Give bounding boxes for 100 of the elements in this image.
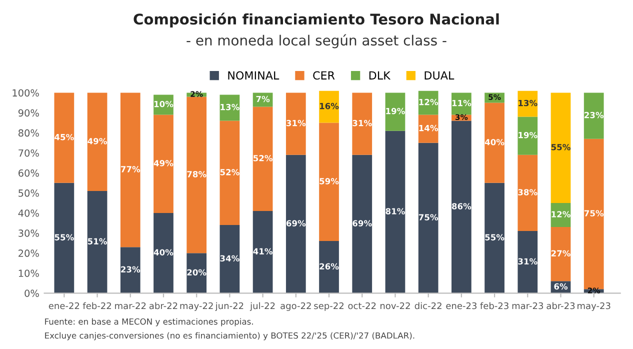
bar — [220, 94, 240, 121]
bar — [220, 120, 240, 226]
bar — [550, 92, 571, 203]
data-label: 55% — [551, 144, 570, 150]
data-label: 19% — [386, 108, 405, 114]
data-label: 81% — [386, 208, 405, 214]
bar — [352, 92, 372, 155]
y-tick-label: 20% — [18, 250, 39, 257]
bar — [484, 92, 504, 103]
bar — [319, 241, 339, 294]
bar — [120, 247, 140, 294]
data-label: 52% — [220, 169, 240, 176]
data-label: 69% — [352, 220, 372, 226]
x-tick-label: dic-22 — [414, 302, 442, 310]
bar — [319, 122, 339, 242]
data-label: 51% — [88, 238, 107, 244]
legend-label: CER — [313, 71, 335, 80]
x-tick-label: mar-23 — [512, 302, 544, 310]
x-tick-label: feb-23 — [480, 302, 508, 310]
y-tick-label: 30% — [18, 230, 39, 237]
data-label: 40% — [154, 249, 174, 256]
data-label: 14% — [419, 124, 438, 132]
legend-label: DLK — [369, 71, 391, 80]
y-tick-label: 100% — [12, 89, 39, 97]
data-label: 12% — [552, 211, 570, 218]
bar — [518, 231, 538, 294]
legend-label: DUAL — [424, 71, 454, 80]
y-tick-label: 10% — [18, 270, 39, 277]
x-tick-label: ago-22 — [280, 302, 311, 311]
data-label: 55% — [54, 234, 74, 240]
bar — [385, 130, 406, 294]
x-tick-label: feb-22 — [82, 302, 111, 310]
bar — [518, 116, 538, 155]
data-label: 45% — [54, 134, 74, 140]
y-tick-label: 70% — [18, 149, 39, 157]
x-tick-label: abr-23 — [546, 302, 575, 310]
bar — [154, 94, 174, 115]
x-tick-label: jul-22 — [250, 302, 275, 311]
data-label: 59% — [320, 178, 339, 184]
data-label: 31% — [518, 258, 538, 265]
x-tick-label: oct-22 — [348, 302, 376, 310]
x-tick-label: nov-22 — [380, 302, 410, 310]
data-label: 86% — [452, 203, 472, 210]
data-label: 6% — [554, 283, 568, 290]
y-tick-label: 50% — [18, 189, 39, 197]
bar — [252, 106, 273, 211]
data-label: 16% — [320, 102, 339, 110]
data-label: 12% — [419, 98, 438, 106]
y-tick-label: 40% — [18, 209, 39, 217]
data-label: 31% — [352, 120, 372, 126]
bar — [518, 154, 538, 232]
data-label: 34% — [220, 255, 240, 262]
bar — [385, 92, 406, 131]
bar — [452, 120, 472, 294]
bar — [418, 114, 438, 143]
x-tick-label: mar-22 — [115, 302, 146, 310]
x-tick-label: abr-22 — [149, 302, 178, 310]
x-tick-label: jun-22 — [215, 302, 244, 311]
bar — [584, 92, 604, 139]
x-tick-label: ene-22 — [48, 302, 80, 310]
bar — [452, 92, 472, 115]
bar — [286, 92, 306, 155]
data-label: 26% — [320, 263, 339, 270]
data-label: 38% — [518, 189, 538, 196]
bar — [319, 90, 339, 123]
bar — [252, 92, 273, 107]
bar — [186, 253, 207, 294]
y-tick-label: 0% — [24, 290, 39, 297]
bar — [252, 210, 273, 294]
x-tick-label: sep-22 — [314, 302, 344, 311]
x-tick-label: ene-23 — [446, 302, 476, 310]
x-tick-label: may-23 — [578, 302, 610, 311]
data-label: 31% — [286, 120, 306, 126]
data-label: 78% — [187, 171, 206, 178]
data-label: 75% — [584, 210, 604, 216]
data-label: 55% — [485, 234, 504, 240]
bar — [286, 154, 306, 294]
bar — [186, 96, 207, 254]
text: Excluye canjes-conversiones (no es financiamiento) y BOTES 22/'25 (CER)/'27 (BADLAR). — [45, 332, 414, 340]
bar — [484, 102, 504, 183]
data-label: 75% — [418, 214, 438, 220]
data-label: 10% — [154, 100, 174, 108]
bar — [584, 138, 604, 290]
data-label: 20% — [187, 269, 206, 276]
bar — [418, 90, 438, 115]
bar — [352, 154, 372, 294]
bar — [418, 142, 438, 294]
data-label: 19% — [518, 132, 538, 138]
bar — [220, 225, 240, 294]
data-label: 69% — [286, 220, 306, 226]
source-note: Fuente: en base a MECON y estimaciones propias. — [45, 318, 253, 326]
bar — [154, 114, 174, 213]
bar — [550, 227, 571, 282]
bar — [87, 190, 108, 294]
y-tick-label: 90% — [18, 109, 39, 117]
bar — [54, 182, 74, 294]
data-label: 23% — [584, 112, 604, 118]
bar — [54, 92, 74, 183]
y-tick-label: 80% — [18, 129, 39, 137]
chart-title: Composición financiamiento Tesoro Nacional — [134, 12, 499, 28]
